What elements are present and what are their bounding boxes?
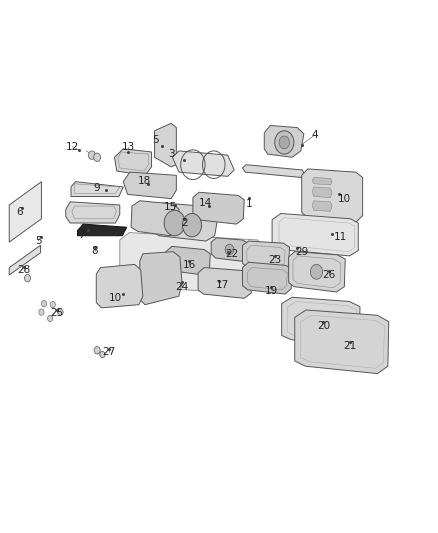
Text: 22: 22 [226,249,239,259]
Text: 24: 24 [175,281,189,292]
Polygon shape [123,172,177,199]
Circle shape [88,151,95,159]
Text: 13: 13 [122,142,135,152]
Polygon shape [312,177,332,185]
Polygon shape [243,165,304,177]
Text: 6: 6 [16,207,23,217]
Circle shape [50,302,55,308]
Text: 10: 10 [338,193,351,204]
Text: 20: 20 [317,321,330,331]
Circle shape [25,274,31,282]
Circle shape [225,244,234,255]
Polygon shape [198,268,251,298]
Text: 12: 12 [66,142,79,152]
Text: 17: 17 [216,279,229,289]
Text: 26: 26 [322,270,336,280]
Polygon shape [153,203,218,241]
Polygon shape [9,182,42,242]
Text: 5: 5 [152,135,159,146]
Polygon shape [131,201,179,236]
Text: 19: 19 [265,286,278,296]
Polygon shape [282,297,360,346]
Text: 7: 7 [78,230,85,240]
Text: 5: 5 [35,236,42,246]
Text: 4: 4 [311,130,318,140]
Text: 23: 23 [268,255,281,265]
Text: 10: 10 [109,293,122,303]
Text: 8: 8 [92,246,98,256]
Circle shape [42,301,47,307]
Polygon shape [289,252,345,292]
Polygon shape [9,245,41,275]
Text: 11: 11 [334,232,347,243]
Polygon shape [302,169,363,222]
Circle shape [94,153,101,161]
Text: 3: 3 [168,149,174,159]
Text: 2: 2 [181,218,187,228]
Polygon shape [155,123,177,167]
Circle shape [311,264,322,279]
Text: 9: 9 [93,183,99,193]
Polygon shape [243,241,290,272]
Text: 1: 1 [246,199,253,209]
Polygon shape [312,201,332,212]
Text: 18: 18 [138,175,151,185]
Text: 15: 15 [164,202,177,212]
Polygon shape [211,238,248,261]
Polygon shape [96,264,143,308]
Polygon shape [140,252,182,305]
Polygon shape [193,192,244,224]
Polygon shape [115,149,152,175]
Polygon shape [173,151,234,176]
Polygon shape [243,262,292,294]
Text: 29: 29 [295,247,308,257]
Text: 28: 28 [18,265,31,274]
Polygon shape [264,125,304,157]
Text: 14: 14 [198,198,212,208]
Circle shape [275,131,294,154]
Polygon shape [312,187,332,198]
Polygon shape [272,214,358,256]
Polygon shape [120,232,258,294]
Circle shape [94,346,100,354]
Polygon shape [71,182,123,197]
Polygon shape [66,202,120,223]
Circle shape [183,214,201,237]
Circle shape [58,309,63,316]
Circle shape [100,351,105,358]
Circle shape [47,316,53,321]
Text: 27: 27 [102,348,116,358]
Circle shape [164,211,185,236]
Polygon shape [295,310,389,374]
Polygon shape [78,224,127,236]
Circle shape [39,309,44,316]
Polygon shape [166,246,210,275]
Text: 25: 25 [50,308,64,318]
Text: 16: 16 [183,261,196,270]
Text: 21: 21 [343,341,356,351]
Circle shape [279,136,290,149]
